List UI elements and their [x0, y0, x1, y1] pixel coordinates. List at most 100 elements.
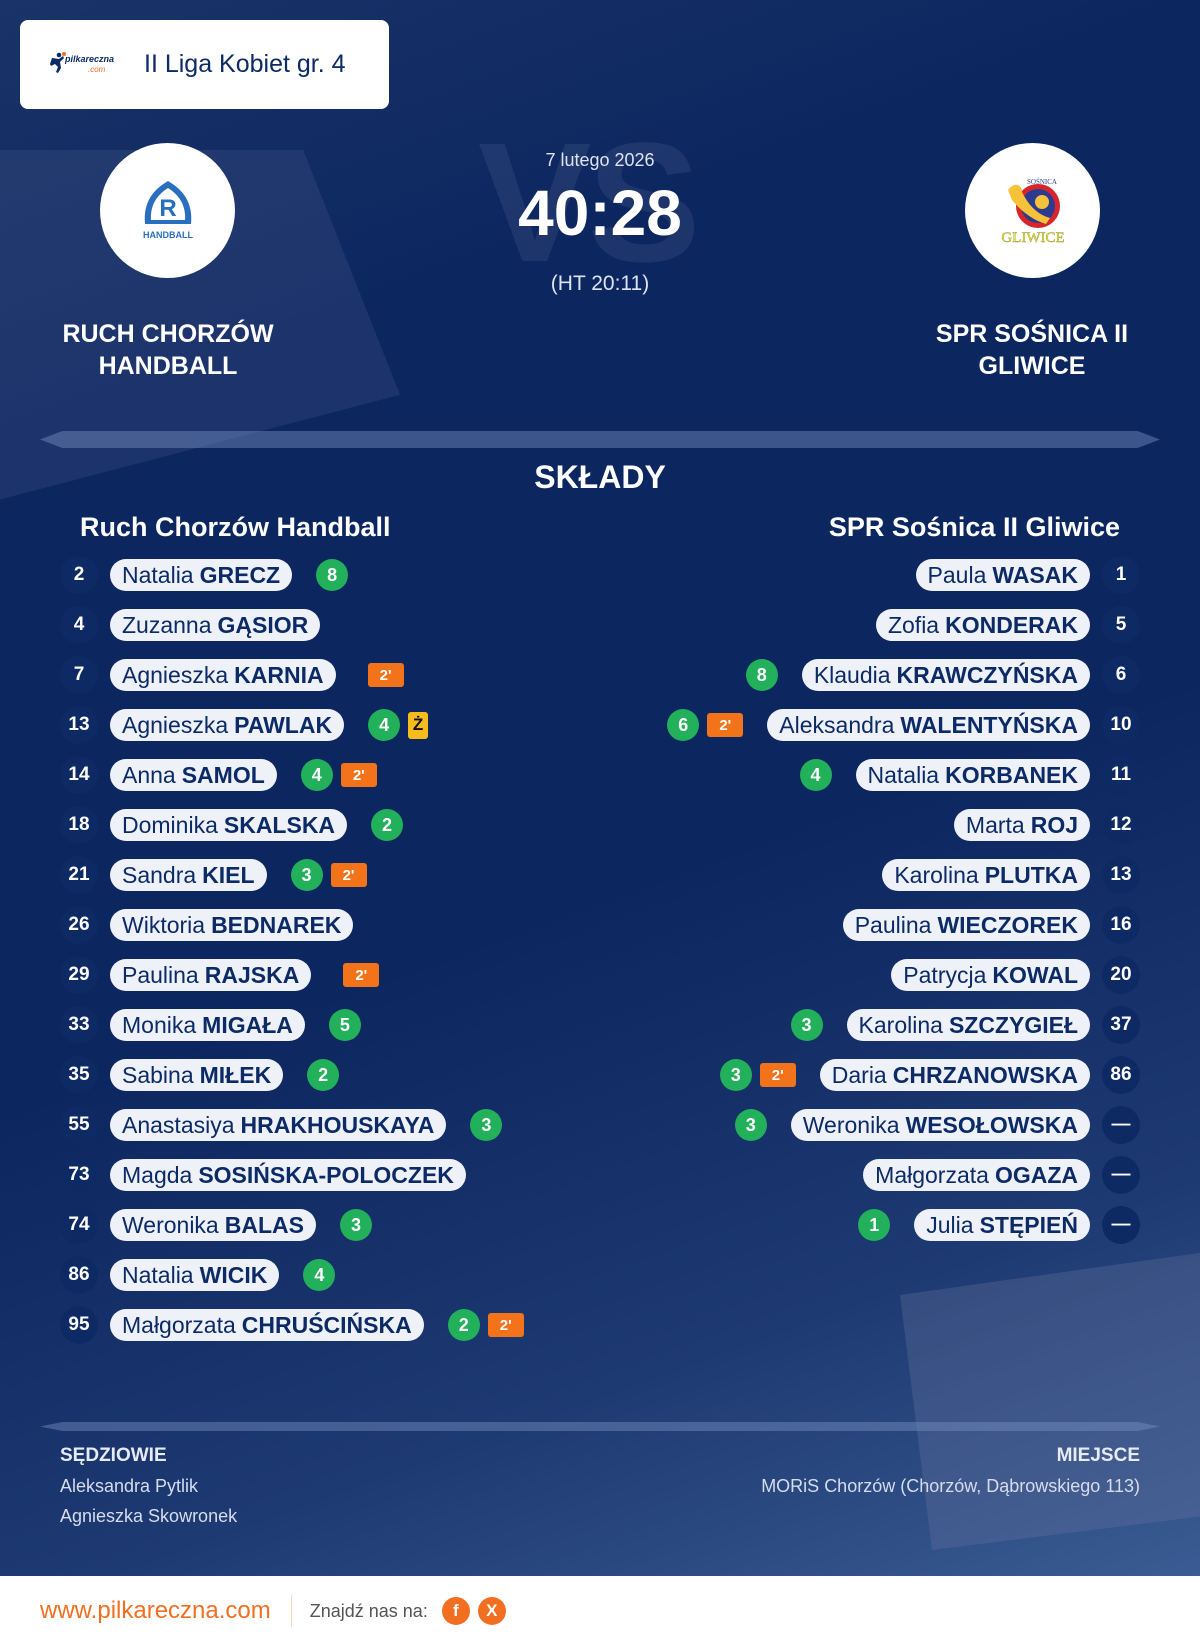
player-name: Karolina SZCZYGIEŁ	[846, 1009, 1090, 1041]
player-first-name: Zuzanna	[122, 611, 212, 638]
player-row: 13 Agnieszka PAWLAK 4 Ż	[60, 700, 524, 750]
player-stats: 2	[371, 809, 404, 841]
venue-block: MIEJSCE MORiS Chorzów (Chorzów, Dąbrowsk…	[761, 1445, 1140, 1497]
goals-badge: 4	[300, 759, 333, 791]
site-link[interactable]: www.pilkareczna.com	[40, 1597, 271, 1624]
jersey-number: —	[1102, 1156, 1140, 1194]
player-last-name: BEDNAREK	[211, 911, 342, 938]
player-stats: 4	[303, 1259, 336, 1291]
player-name: Daria CHRZANOWSKA	[819, 1059, 1090, 1091]
player-name: Aleksandra WALENTYŃSKA	[767, 709, 1090, 741]
jersey-number: 1	[1102, 556, 1140, 594]
player-name: Małgorzata CHRUŚCIŃSKA	[110, 1309, 424, 1341]
player-stats: 5	[328, 1009, 361, 1041]
jersey-number: 5	[1102, 606, 1140, 644]
jersey-number: 86	[60, 1256, 98, 1294]
player-name: Anastasiya HRAKHOUSKAYA	[110, 1109, 447, 1141]
player-last-name: KORBANEK	[945, 761, 1078, 788]
section-divider	[40, 1422, 1160, 1431]
player-first-name: Karolina	[858, 1011, 943, 1038]
player-row: Zofia KONDERAK 5	[667, 600, 1140, 650]
away-roster: Paula WASAK 1 Zofia KONDERAK 5 8 Klaudia KRAWCZY…	[667, 550, 1140, 1250]
referees-block: SĘDZIOWIE Aleksandra Pytlik Agnieszka Sk…	[60, 1445, 237, 1536]
goals-badge: 1	[858, 1209, 891, 1241]
x-twitter-icon[interactable]: X	[477, 1597, 506, 1625]
player-name: Zofia KONDERAK	[875, 609, 1090, 641]
venue-heading: MIEJSCE	[1056, 1445, 1140, 1466]
player-stats: 8	[316, 559, 349, 591]
home-team-logo: R HANDBALL	[100, 143, 235, 278]
jersey-number: 10	[1102, 706, 1140, 744]
player-first-name: Natalia	[122, 1261, 194, 1288]
player-name: Weronika BALAS	[110, 1209, 316, 1241]
away-team-name: SPR SOŚNICA II GLIWICE	[935, 320, 1129, 380]
player-first-name: Sabina	[122, 1061, 194, 1088]
player-name: Natalia WICIK	[110, 1259, 280, 1291]
player-last-name: MIŁEK	[199, 1061, 272, 1088]
jersey-number: 21	[60, 856, 98, 894]
player-last-name: PLUTKA	[984, 861, 1078, 888]
player-last-name: STĘPIEŃ	[979, 1211, 1078, 1238]
player-name: Paulina RAJSKA	[110, 959, 312, 991]
graphic-background: pilkareczna .com II Liga Kobiet gr. 4 VS…	[0, 0, 1200, 1576]
player-stats: 2	[307, 1059, 340, 1091]
referee-name: Aleksandra Pytlik	[60, 1476, 199, 1496]
player-name: Anna SAMOL	[110, 759, 277, 791]
player-row: 35 Sabina MIŁEK 2	[60, 1050, 524, 1100]
player-first-name: Julia	[926, 1211, 974, 1238]
player-last-name: SKALSKA	[223, 811, 336, 838]
player-row: 3 2' Daria CHRZANOWSKA 86	[667, 1050, 1140, 1100]
jersey-number: —	[1102, 1206, 1140, 1244]
jersey-number: 55	[60, 1106, 98, 1144]
goals-badge: 3	[790, 1009, 823, 1041]
player-first-name: Daria	[831, 1061, 887, 1088]
player-name: Magda SOSIŃSKA-POLOCZEK	[110, 1159, 466, 1191]
player-row: 8 Klaudia KRAWCZYŃSKA 6	[667, 650, 1140, 700]
player-name: Sabina MIŁEK	[110, 1059, 284, 1091]
goals-badge: 4	[368, 709, 401, 741]
player-last-name: WALENTYŃSKA	[900, 711, 1078, 738]
player-first-name: Natalia	[867, 761, 940, 788]
player-row: Karolina PLUTKA 13	[667, 850, 1140, 900]
goals-badge: 2	[371, 809, 404, 841]
player-stats: 3	[734, 1109, 767, 1141]
svg-text:SOŚNICA: SOŚNICA	[1027, 178, 1057, 186]
player-name: Natalia KORBANEK	[855, 759, 1090, 791]
player-first-name: Marta	[965, 811, 1025, 838]
player-first-name: Klaudia	[813, 661, 891, 688]
two-minute-penalty-badge: 2'	[487, 1313, 524, 1337]
player-row: 4 Zuzanna GĄSIOR	[60, 600, 524, 650]
player-first-name: Weronika	[122, 1211, 219, 1238]
player-stats: 3 2'	[290, 859, 367, 891]
player-name: Weronika WESOŁOWSKA	[790, 1109, 1090, 1141]
player-name: Patrycja KOWAL	[891, 959, 1090, 991]
facebook-icon[interactable]: f	[441, 1597, 470, 1625]
player-first-name: Natalia	[122, 561, 194, 588]
player-row: 74 Weronika BALAS 3	[60, 1200, 524, 1250]
player-row: 95 Małgorzata CHRUŚCIŃSKA 2 2'	[60, 1300, 524, 1350]
player-name: Julia STĘPIEŃ	[914, 1209, 1090, 1241]
player-row: 21 Sandra KIEL 3 2'	[60, 850, 524, 900]
jersey-number: 7	[60, 656, 98, 694]
player-last-name: CHRUŚCIŃSKA	[241, 1311, 412, 1338]
player-row: Małgorzata OGAZA —	[667, 1150, 1140, 1200]
goals-badge: 3	[734, 1109, 767, 1141]
goals-badge: 4	[303, 1259, 336, 1291]
two-minute-penalty-badge: 2'	[340, 763, 377, 787]
player-row: 3 Weronika WESOŁOWSKA —	[667, 1100, 1140, 1150]
player-stats: 4 2'	[300, 759, 377, 791]
player-first-name: Zofia	[887, 611, 940, 638]
player-last-name: ROJ	[1030, 811, 1078, 838]
jersey-number: 12	[1102, 806, 1140, 844]
player-row: 26 Wiktoria BEDNAREK	[60, 900, 524, 950]
player-stats: 3	[790, 1009, 823, 1041]
player-first-name: Aleksandra	[779, 711, 895, 738]
jersey-number: 29	[60, 956, 98, 994]
player-last-name: CHRZANOWSKA	[892, 1061, 1078, 1088]
player-stats: 2'	[335, 963, 380, 987]
player-row: 55 Anastasiya HRAKHOUSKAYA 3	[60, 1100, 524, 1150]
goals-badge: 3	[719, 1059, 752, 1091]
player-name: Zuzanna GĄSIOR	[110, 609, 321, 641]
jersey-number: 73	[60, 1156, 98, 1194]
